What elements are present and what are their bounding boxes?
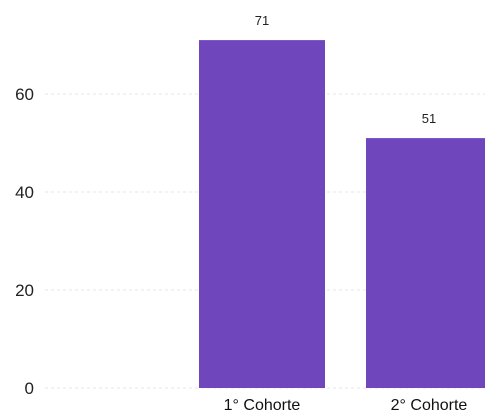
category-label-1: 1° Cohorte [224, 397, 301, 414]
data-label-1: 71 [255, 13, 269, 28]
bars [199, 40, 485, 388]
y-tick-label-0: 0 [25, 379, 34, 398]
bar-2 [366, 138, 485, 388]
y-tick-label-60: 60 [15, 85, 34, 104]
data-label-2: 51 [422, 111, 436, 126]
category-label-2: 2° Cohorte [391, 397, 468, 414]
data-labels: 71 51 [255, 13, 436, 126]
y-tick-label-20: 20 [15, 281, 34, 300]
y-axis-ticks: 0 20 40 60 [15, 85, 34, 398]
category-labels: 1° Cohorte 2° Cohorte [224, 397, 468, 414]
bar-1 [199, 40, 325, 388]
y-tick-label-40: 40 [15, 183, 34, 202]
